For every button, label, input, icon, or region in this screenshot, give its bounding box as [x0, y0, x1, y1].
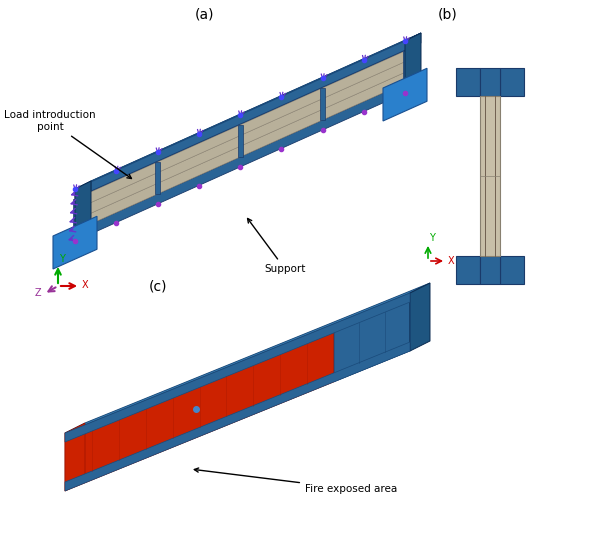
Polygon shape	[238, 125, 242, 157]
Polygon shape	[500, 256, 524, 284]
Text: (b): (b)	[438, 8, 458, 22]
Polygon shape	[65, 423, 85, 491]
Polygon shape	[73, 199, 77, 231]
Text: Load introduction
point: Load introduction point	[4, 110, 131, 178]
Text: Y: Y	[429, 233, 435, 243]
Polygon shape	[75, 41, 405, 199]
Polygon shape	[480, 256, 500, 284]
Text: Support: Support	[248, 219, 305, 274]
Text: Z: Z	[35, 288, 41, 298]
Polygon shape	[480, 68, 500, 96]
Polygon shape	[410, 283, 430, 351]
Polygon shape	[75, 181, 91, 241]
Text: Y: Y	[59, 254, 65, 264]
Polygon shape	[75, 72, 405, 231]
Polygon shape	[65, 293, 410, 442]
Text: (a): (a)	[195, 8, 215, 22]
Polygon shape	[480, 96, 500, 256]
Polygon shape	[405, 33, 421, 93]
Text: X: X	[82, 280, 89, 290]
Polygon shape	[91, 33, 421, 191]
Polygon shape	[456, 256, 480, 284]
Polygon shape	[500, 68, 524, 96]
Polygon shape	[403, 51, 407, 83]
Polygon shape	[65, 283, 430, 433]
Polygon shape	[75, 33, 421, 189]
Text: X: X	[448, 256, 455, 266]
Polygon shape	[75, 51, 405, 210]
Polygon shape	[75, 83, 405, 241]
Text: Fire exposed area: Fire exposed area	[194, 468, 397, 494]
Polygon shape	[383, 68, 427, 121]
Polygon shape	[65, 342, 410, 491]
Polygon shape	[65, 324, 334, 491]
Polygon shape	[334, 293, 410, 382]
Polygon shape	[155, 162, 160, 194]
Text: (c): (c)	[149, 280, 167, 294]
Polygon shape	[456, 68, 480, 96]
Polygon shape	[53, 216, 97, 269]
Polygon shape	[320, 88, 325, 120]
Polygon shape	[75, 62, 405, 220]
